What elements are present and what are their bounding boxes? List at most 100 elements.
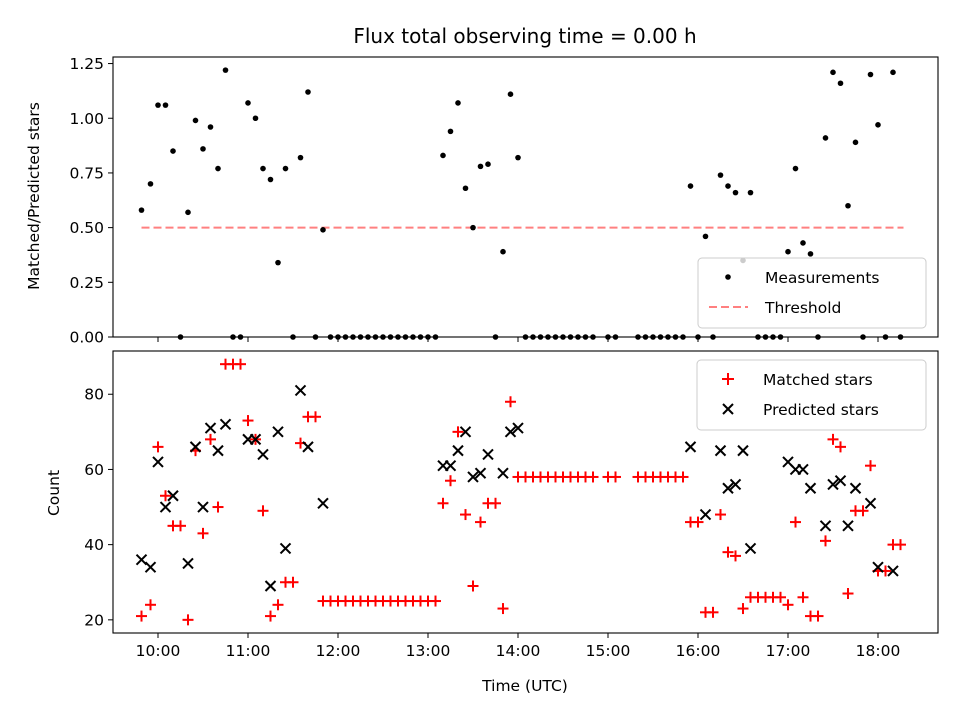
predicted-star-point xyxy=(135,553,148,566)
measurement-point xyxy=(138,207,145,213)
measurement-point xyxy=(875,122,881,128)
bottom-x-tick-label: 18:00 xyxy=(856,642,901,660)
predicted-star-point xyxy=(512,422,524,434)
top-y-tick-label: 0.25 xyxy=(69,274,104,292)
measurement-point xyxy=(320,227,326,233)
matched-star-point xyxy=(257,505,269,517)
predicted-star-point xyxy=(144,561,157,573)
predicted-star-point xyxy=(467,471,479,483)
measurement-point xyxy=(447,128,454,135)
measurement-point xyxy=(687,183,694,189)
matched-star-point xyxy=(707,606,719,618)
bottom-legend-box xyxy=(696,359,927,431)
predicted-star-point xyxy=(444,459,457,472)
matched-star-point xyxy=(715,509,726,521)
predicted-star-point xyxy=(872,561,884,573)
bottom-x-tick-label: 13:00 xyxy=(406,642,451,660)
matched-star-point xyxy=(835,441,846,453)
matched-star-point xyxy=(895,539,906,551)
legend-matched-marker xyxy=(722,373,734,385)
predicted-star-point xyxy=(684,441,697,453)
measurement-point xyxy=(185,209,191,216)
measurement-point xyxy=(852,139,859,146)
matched-star-point xyxy=(775,591,786,603)
top-legend: Measurements Threshold xyxy=(697,257,927,329)
matched-star-point xyxy=(265,610,276,622)
predicted-star-point xyxy=(504,426,517,438)
measurement-point xyxy=(267,176,274,183)
measurement-point xyxy=(147,181,154,187)
bottom-y-tick-label: 40 xyxy=(84,536,104,554)
measurement-point xyxy=(515,154,521,161)
bottom-x-tick-label: 15:00 xyxy=(586,642,631,660)
measurement-point xyxy=(260,165,266,172)
measurement-point xyxy=(252,115,259,122)
matched-star-point xyxy=(212,501,224,513)
matched-star-point xyxy=(790,516,801,528)
top-y-tick-label: 0.75 xyxy=(69,164,104,182)
top-y-tick-label: 1.00 xyxy=(69,110,104,128)
top-y-tick-label: 0.00 xyxy=(69,329,104,347)
matched-star-point xyxy=(490,497,501,509)
matched-star-point xyxy=(475,516,486,528)
predicted-star-point xyxy=(279,542,292,555)
predicted-star-point xyxy=(474,467,487,479)
matched-star-point xyxy=(610,471,621,483)
matched-star-point xyxy=(730,550,741,562)
matched-star-point xyxy=(175,520,186,532)
matched-star-point xyxy=(722,546,734,558)
top-axes-frame xyxy=(112,56,939,338)
measurement-point xyxy=(717,172,724,178)
predicted-star-point xyxy=(729,478,742,491)
measurement-point xyxy=(305,89,311,95)
measurement-point xyxy=(485,161,491,167)
measurement-point xyxy=(192,117,199,124)
predicted-star-point xyxy=(842,520,854,532)
predicted-star-point xyxy=(294,384,307,397)
predicted-star-point xyxy=(452,444,464,457)
predicted-star-point xyxy=(827,478,839,491)
matched-star-point xyxy=(197,527,209,539)
measurement-point xyxy=(200,146,206,152)
predicted-star-point xyxy=(204,422,217,434)
predicted-star-point xyxy=(722,482,734,494)
predicted-star-point xyxy=(819,520,832,532)
predicted-star-point xyxy=(159,501,172,513)
matched-star-point xyxy=(737,603,749,615)
measurement-point xyxy=(500,248,506,255)
predicted-star-point xyxy=(257,448,269,461)
predicted-star-point xyxy=(317,497,329,509)
legend-matched-label: Matched stars xyxy=(763,371,873,389)
matched-star-point xyxy=(842,588,854,600)
bottom-y-tick-label: 80 xyxy=(84,386,104,404)
matched-star-point xyxy=(467,580,479,592)
measurement-point xyxy=(890,69,896,76)
matched-star-point xyxy=(460,509,471,521)
predicted-star-point xyxy=(212,444,224,457)
measurement-point xyxy=(807,251,814,257)
predicted-star-point xyxy=(834,475,847,487)
matched-star-point xyxy=(797,591,809,603)
matched-star-point xyxy=(437,497,449,509)
bottom-x-tick-label: 17:00 xyxy=(766,642,811,660)
measurement-point xyxy=(440,152,446,159)
predicted-star-point xyxy=(197,501,209,513)
measurement-point xyxy=(792,165,799,172)
matched-star-point xyxy=(820,535,831,547)
legend-threshold-label: Threshold xyxy=(764,299,841,317)
measurement-point xyxy=(800,240,806,246)
measurement-point xyxy=(275,259,281,266)
bottom-x-tick-label: 12:00 xyxy=(316,642,361,660)
measurement-point xyxy=(732,189,739,196)
matched-star-point xyxy=(182,614,194,626)
matched-stars-series xyxy=(136,358,906,626)
measurement-point xyxy=(470,224,476,231)
predicted-star-point xyxy=(797,463,809,476)
predicted-star-point xyxy=(189,441,202,453)
measurement-point xyxy=(837,80,844,87)
bottom-panel: Count Time (UTC) 20 40 60 80 10:00 11:00 12:00… xyxy=(45,350,939,695)
predicted-star-point xyxy=(152,456,164,468)
matched-star-point xyxy=(497,603,509,615)
matched-star-point xyxy=(445,475,456,487)
legend-predicted-marker xyxy=(722,403,734,415)
